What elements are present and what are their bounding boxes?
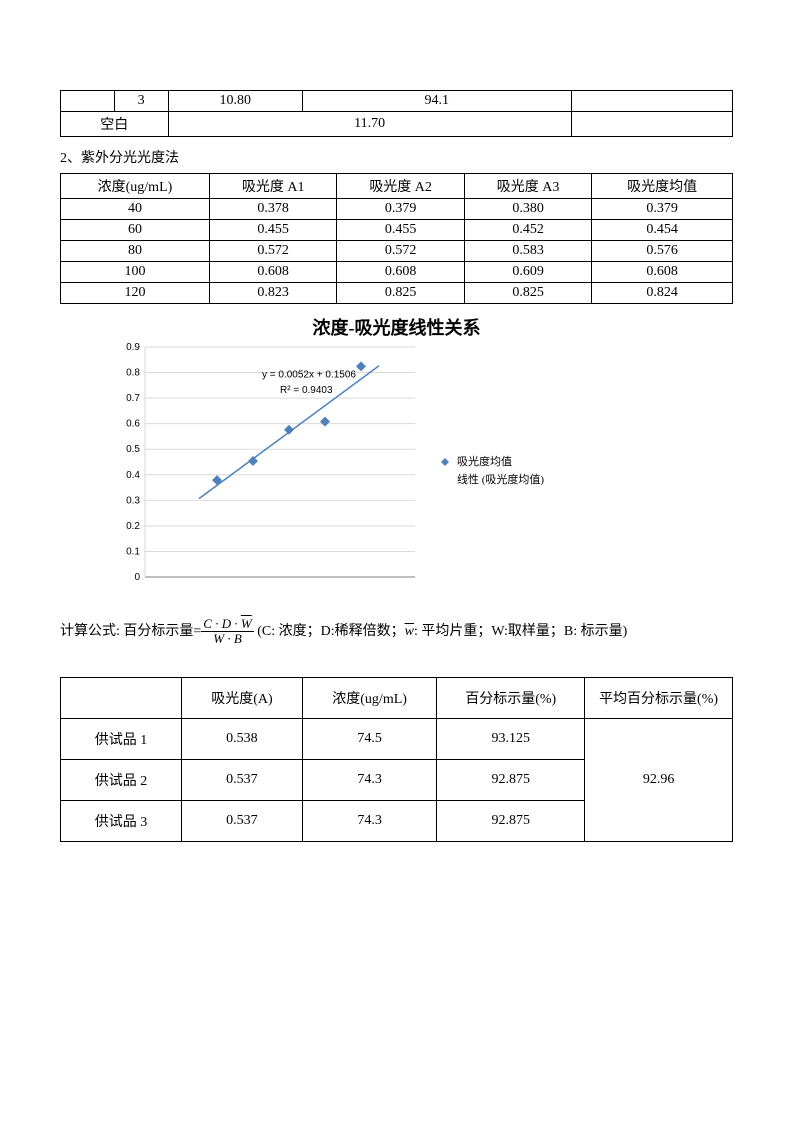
cell: 93.125: [437, 718, 585, 759]
table-row: 800.5720.5720.5830.576: [61, 241, 733, 262]
formula-note2: : 平均片重；W:取样量；B: 标示量): [414, 624, 627, 639]
cell-blank-value: 11.70: [168, 112, 571, 137]
col-header: 吸光度 A2: [337, 174, 464, 199]
cell: 0.537: [181, 800, 302, 841]
col-header: 浓度(ug/mL): [61, 174, 210, 199]
cell: 120: [61, 283, 210, 304]
col-header: 平均百分标示量(%): [585, 677, 733, 718]
cell: 0.576: [592, 241, 733, 262]
cell: 供试品 1: [61, 718, 182, 759]
cell: 0.608: [337, 262, 464, 283]
table-row: 400.3780.3790.3800.379: [61, 199, 733, 220]
col-header: 浓度(ug/mL): [302, 677, 436, 718]
linearity-chart: 00.10.20.30.40.50.60.70.80.9050100150y =…: [110, 342, 733, 587]
formula-block: 计算公式: 百分标示量=C · D · WW · B (C: 浓度；D:稀释倍数…: [60, 617, 733, 647]
table-row: 3 10.80 94.1: [61, 91, 733, 112]
cell: 92.875: [437, 800, 585, 841]
cell: 0.538: [181, 718, 302, 759]
table-header-row: 浓度(ug/mL) 吸光度 A1 吸光度 A2 吸光度 A3 吸光度均值: [61, 174, 733, 199]
sample-results-table: 吸光度(A) 浓度(ug/mL) 百分标示量(%) 平均百分标示量(%) 供试品…: [60, 677, 733, 842]
cell: 0.823: [209, 283, 336, 304]
col-header: 吸光度 A3: [464, 174, 591, 199]
col-header: [61, 677, 182, 718]
svg-text:0.6: 0.6: [126, 419, 140, 430]
cell: 供试品 2: [61, 759, 182, 800]
table-fragment-top: 3 10.80 94.1 空白 11.70: [60, 90, 733, 137]
svg-text:0.1: 0.1: [126, 546, 140, 557]
cell: 0.455: [209, 220, 336, 241]
cell: [571, 112, 732, 137]
cell: 0.824: [592, 283, 733, 304]
cell: 74.5: [302, 718, 436, 759]
cell-average: 92.96: [585, 718, 733, 841]
table-header-row: 吸光度(A) 浓度(ug/mL) 百分标示量(%) 平均百分标示量(%): [61, 677, 733, 718]
svg-text:0.9: 0.9: [126, 342, 140, 353]
svg-text:0.8: 0.8: [126, 368, 140, 379]
svg-text:吸光度均值: 吸光度均值: [457, 454, 512, 468]
cell: 3: [114, 91, 168, 112]
formula-note: (C: 浓度；D:稀释倍数；: [254, 624, 405, 639]
formula-wbar: w: [405, 624, 414, 639]
cell: 0.608: [209, 262, 336, 283]
cell: 74.3: [302, 759, 436, 800]
cell: 0.825: [337, 283, 464, 304]
cell: 0.454: [592, 220, 733, 241]
col-header: 吸光度 A1: [209, 174, 336, 199]
table-row: 1000.6080.6080.6090.608: [61, 262, 733, 283]
svg-text:y = 0.0052x + 0.1506: y = 0.0052x + 0.1506: [262, 370, 356, 381]
cell: 0.572: [209, 241, 336, 262]
cell: 0.572: [337, 241, 464, 262]
formula-prefix: 计算公式: 百分标示量=: [60, 624, 201, 639]
cell: 0.378: [209, 199, 336, 220]
cell: 0.537: [181, 759, 302, 800]
svg-text:R² = 0.9403: R² = 0.9403: [280, 385, 333, 396]
section-heading-2: 2、紫外分光光度法: [60, 147, 733, 167]
svg-text:0.2: 0.2: [126, 521, 140, 532]
table-row: 600.4550.4550.4520.454: [61, 220, 733, 241]
absorbance-table: 浓度(ug/mL) 吸光度 A1 吸光度 A2 吸光度 A3 吸光度均值 400…: [60, 173, 733, 304]
cell: 80: [61, 241, 210, 262]
cell: 0.608: [592, 262, 733, 283]
cell: 10.80: [168, 91, 302, 112]
cell: 0.455: [337, 220, 464, 241]
cell: 0.379: [337, 199, 464, 220]
cell: 0.380: [464, 199, 591, 220]
table-row: 空白 11.70: [61, 112, 733, 137]
table-row: 1200.8230.8250.8250.824: [61, 283, 733, 304]
cell: 0.609: [464, 262, 591, 283]
cell: 供试品 3: [61, 800, 182, 841]
cell: 92.875: [437, 759, 585, 800]
table-row: 供试品 10.53874.593.12592.96: [61, 718, 733, 759]
svg-text:线性 (吸光度均值): 线性 (吸光度均值): [457, 472, 544, 486]
cell: 100: [61, 262, 210, 283]
cell: 74.3: [302, 800, 436, 841]
svg-text:0.3: 0.3: [126, 495, 140, 506]
col-header: 吸光度(A): [181, 677, 302, 718]
cell: 0.379: [592, 199, 733, 220]
svg-text:0.7: 0.7: [126, 393, 140, 404]
cell: [571, 91, 732, 112]
chart-title: 浓度-吸光度线性关系: [60, 314, 733, 340]
cell: 40: [61, 199, 210, 220]
cell: 60: [61, 220, 210, 241]
cell: 94.1: [302, 91, 571, 112]
formula-fraction: C · D · WW · B: [201, 617, 253, 647]
cell-blank-label: 空白: [61, 112, 169, 137]
svg-text:0: 0: [134, 572, 140, 582]
svg-text:0.5: 0.5: [126, 444, 140, 455]
col-header: 百分标示量(%): [437, 677, 585, 718]
cell: 0.825: [464, 283, 591, 304]
cell: 0.583: [464, 241, 591, 262]
cell: 0.452: [464, 220, 591, 241]
svg-text:0.4: 0.4: [126, 470, 140, 481]
col-header: 吸光度均值: [592, 174, 733, 199]
cell: [61, 91, 115, 112]
